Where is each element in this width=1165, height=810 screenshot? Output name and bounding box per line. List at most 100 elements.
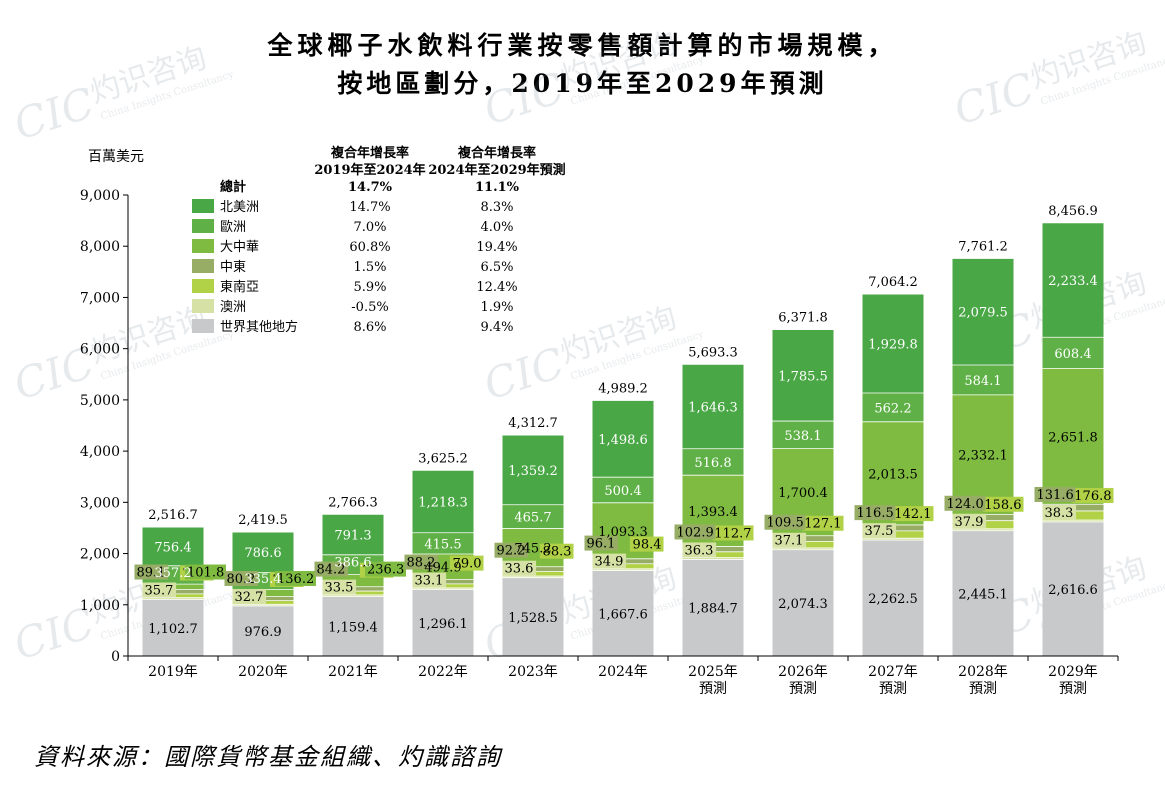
data-label: 142.1 xyxy=(894,507,931,522)
total-label: 4,989.2 xyxy=(598,381,648,396)
data-label: 2,233.4 xyxy=(1048,274,1098,289)
bar-group: 1,667.6 34.9 98.4 96.11,093.3 500.4 1,498.6 4,… xyxy=(584,381,664,656)
legend-header: 2024年至2029年預測 xyxy=(428,162,565,178)
bar-segment xyxy=(502,504,564,529)
legend-name: 大中華 xyxy=(220,240,259,255)
legend-cagr1: 60.8% xyxy=(349,240,390,255)
bar-segment xyxy=(322,596,384,656)
y-tick-label: 8,000 xyxy=(80,239,120,255)
data-label: 98.4 xyxy=(633,538,662,553)
watermark-cic-text: CIC xyxy=(478,63,570,135)
data-label: 608.4 xyxy=(1054,347,1091,362)
bar-segment xyxy=(412,587,474,590)
bar-segment xyxy=(862,294,924,394)
data-label: 516.8 xyxy=(694,456,731,471)
y-tick-label: 0 xyxy=(111,649,120,665)
data-label-bg xyxy=(134,564,169,580)
legend-cagr2: 6.5% xyxy=(480,260,513,275)
data-label: 335.4 xyxy=(244,572,281,587)
data-label-bg xyxy=(892,506,934,522)
x-tick-label: 預測 xyxy=(879,681,907,697)
y-axis: 0 1,000 2,000 3,000 4,000 5,000 6,000 7,000 8,00… xyxy=(80,188,129,665)
data-label-bg xyxy=(539,543,574,559)
data-label: 1,359.2 xyxy=(508,464,558,479)
watermark-cic-text: CIC xyxy=(8,78,100,150)
data-label: 36.3 xyxy=(685,543,714,558)
legend-cagr1: 1.5% xyxy=(353,260,386,275)
legend-cagr1: 5.9% xyxy=(353,280,386,295)
legend-cagr2: 11.1% xyxy=(475,180,520,195)
watermark-cic-text: CIC xyxy=(948,63,1040,135)
legend-cagr2: 4.0% xyxy=(480,220,513,235)
y-tick-label: 5,000 xyxy=(80,393,120,409)
total-label: 2,766.3 xyxy=(328,495,378,510)
data-label: 500.4 xyxy=(604,484,641,499)
x-tick-label: 2023年 xyxy=(508,664,558,680)
data-label: 1,785.5 xyxy=(778,369,828,384)
data-label: 1,102.7 xyxy=(148,622,198,637)
bar-segment xyxy=(682,559,744,656)
data-label: 2,445.1 xyxy=(958,587,1008,602)
y-tick-label: 1,000 xyxy=(80,598,120,614)
x-tick-label: 2019年 xyxy=(148,664,198,680)
bar-segment xyxy=(1042,337,1104,369)
data-label: 756.4 xyxy=(154,540,191,555)
bar-segment xyxy=(682,448,744,476)
data-label: 79.0 xyxy=(453,557,482,572)
bar-segment xyxy=(772,549,834,656)
total-label: 2,419.5 xyxy=(238,513,288,528)
bar-segment xyxy=(502,435,564,505)
x-tick-label: 2022年 xyxy=(418,664,468,680)
data-label: 357.2 xyxy=(154,566,191,581)
legend-header: 複合年增長率 xyxy=(457,145,536,161)
data-label: 33.5 xyxy=(325,581,354,596)
legend-name: 歐洲 xyxy=(220,220,246,235)
chart-title-line2: 按地區劃分，2019年至2029年預測 xyxy=(337,69,828,98)
bar-segment xyxy=(592,400,654,478)
legend-name: 澳洲 xyxy=(220,299,246,315)
x-axis: 2019年 2020年 2021年 2022年 2023年 2024年 2025年預測202… xyxy=(127,655,1119,697)
bar-segment xyxy=(952,258,1014,365)
total-label: 7,064.2 xyxy=(868,275,918,290)
bar-segment xyxy=(592,568,654,571)
data-label-bg xyxy=(412,572,447,588)
bar-segment xyxy=(322,514,384,555)
total-label: 4,312.7 xyxy=(508,416,558,431)
bar-segment xyxy=(682,557,744,560)
data-label: 2,332.1 xyxy=(958,449,1008,464)
data-label: 101.8 xyxy=(187,566,224,581)
x-tick-label: 預測 xyxy=(789,681,817,697)
bar-segment xyxy=(322,594,384,597)
x-tick-label: 2027年 xyxy=(868,664,918,680)
data-label-bg xyxy=(494,542,529,558)
data-label-bg xyxy=(584,535,619,551)
x-tick-label: 2026年 xyxy=(778,664,828,680)
data-label-bg xyxy=(142,582,177,598)
bar-segment xyxy=(232,604,294,606)
total-label: 2,516.7 xyxy=(148,508,198,523)
bar-segment xyxy=(412,532,474,555)
legend-swatch xyxy=(192,239,214,253)
data-label: 494.9 xyxy=(424,561,461,576)
legend-cagr2: 8.3% xyxy=(480,200,513,215)
data-label-bg xyxy=(404,554,439,570)
data-label: 1,528.5 xyxy=(508,611,558,626)
data-label: 102.9 xyxy=(677,525,714,540)
legend-swatch xyxy=(192,219,214,233)
data-label: 1,929.8 xyxy=(868,338,918,353)
bar-segment xyxy=(232,532,294,573)
data-label-bg xyxy=(1034,486,1076,502)
data-label: 88.2 xyxy=(407,556,436,571)
y-tick-label: 7,000 xyxy=(80,290,120,306)
data-label: 37.5 xyxy=(865,524,894,539)
x-tick-label: 2020年 xyxy=(238,664,288,680)
data-label-bg xyxy=(802,515,844,531)
y-tick-label: 3,000 xyxy=(80,495,120,511)
bar-segment xyxy=(502,577,564,656)
y-tick-label: 4,000 xyxy=(80,444,120,460)
legend-name: 東南亞 xyxy=(220,279,259,295)
